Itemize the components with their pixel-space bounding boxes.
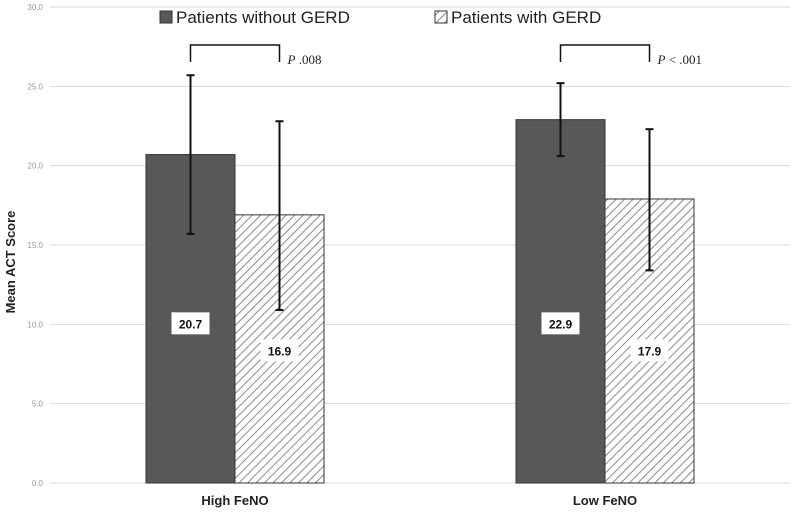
- data-label: 17.9: [638, 344, 662, 358]
- data-labels: 20.7 16.9 22.9 17.9: [171, 312, 669, 362]
- legend-label-with-gerd: Patients with GERD: [451, 8, 601, 27]
- x-category-label: Low FeNO: [573, 493, 637, 508]
- data-label: 22.9: [549, 317, 573, 331]
- x-axis-categories: High FeNO Low FeNO: [201, 493, 637, 508]
- y-axis-ticks: 0.0 5.0 10.0 15.0 20.0 25.0 30.0: [27, 3, 43, 488]
- y-tick-label: 15.0: [27, 241, 43, 250]
- data-label: 16.9: [268, 344, 292, 358]
- legend-label-without-gerd: Patients without GERD: [176, 8, 350, 27]
- y-tick-label: 20.0: [27, 162, 43, 171]
- data-label-box-0-0: [171, 312, 210, 335]
- data-label-box-0-1: [541, 312, 580, 335]
- bar-without-gerd-1: [515, 119, 606, 484]
- significance-brackets: P .008 P < .001: [189, 44, 703, 67]
- legend-swatch-with-gerd: [434, 10, 448, 24]
- y-axis-title: Mean ACT Score: [3, 211, 18, 314]
- y-tick-label: 5.0: [32, 400, 44, 409]
- significance-bracket-0: [189, 44, 281, 62]
- y-tick-label: 10.0: [27, 320, 43, 329]
- x-category-label: High FeNO: [201, 493, 268, 508]
- y-tick-label: 0.0: [32, 479, 44, 488]
- legend: Patients without GERD Patients with GERD: [159, 8, 601, 27]
- data-label-box-1-0: [260, 339, 299, 362]
- significance-bracket-1: [559, 44, 651, 62]
- bars: [145, 119, 695, 484]
- data-label: 20.7: [179, 317, 203, 331]
- legend-swatch-without-gerd: [159, 10, 173, 24]
- p-value-label: P < .001: [657, 52, 703, 67]
- data-label-box-1-1: [630, 339, 669, 362]
- error-bars: [186, 74, 654, 312]
- y-tick-label: 30.0: [27, 3, 43, 12]
- p-value-label: P .008: [287, 52, 322, 67]
- y-tick-label: 25.0: [27, 82, 43, 91]
